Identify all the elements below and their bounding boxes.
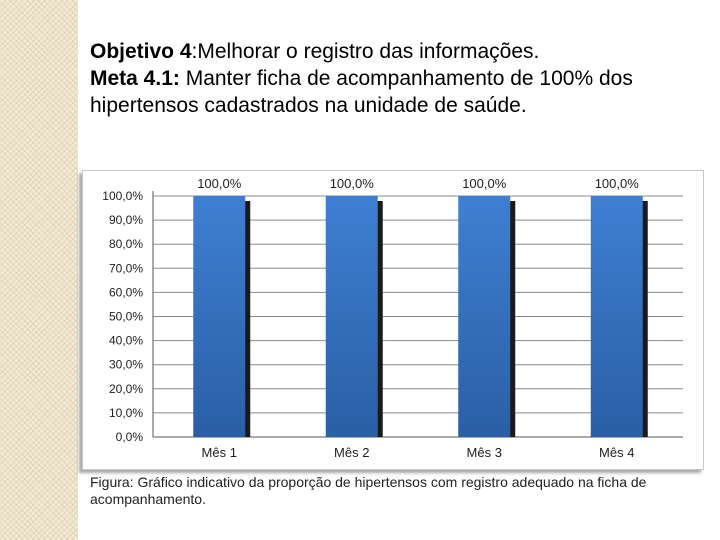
figure-caption: Figura: Gráfico indicativo da proporção …: [90, 474, 647, 507]
y-tick-label: 0,0%: [116, 430, 144, 444]
y-tick-label: 80,0%: [109, 237, 143, 251]
y-tick-label: 20,0%: [109, 382, 143, 396]
y-tick-label: 70,0%: [109, 261, 143, 275]
y-tick-label: 60,0%: [109, 285, 143, 299]
decorative-side-strip: [0, 0, 78, 540]
data-label: 100,0%: [462, 176, 507, 191]
x-tick-label: Mês 1: [202, 445, 237, 460]
x-tick-label: Mês 2: [334, 445, 369, 460]
chart-frame: 0,0% 10,0% 20,0% 30,0% 40,0% 50,0% 60,0% 70,0% 8…: [82, 170, 704, 470]
data-label: 100,0%: [595, 176, 640, 191]
bar: [590, 196, 643, 437]
goal-label: Meta 4.1:: [90, 67, 180, 90]
data-label: 100,0%: [330, 176, 375, 191]
x-tick-label: Mês 4: [599, 445, 634, 460]
y-tick-label: 10,0%: [109, 406, 143, 420]
data-label: 100,0%: [197, 176, 242, 191]
bar: [325, 196, 378, 437]
bar: [193, 196, 246, 437]
objective-text: :Melhorar o registro das informações.: [191, 40, 540, 63]
y-tick-label: 30,0%: [109, 358, 143, 372]
y-tick-label: 40,0%: [109, 334, 143, 348]
bar: [458, 196, 511, 437]
y-tick-label: 50,0%: [109, 310, 143, 324]
y-tick-label: 100,0%: [102, 189, 143, 203]
objective-line: Objetivo 4:Melhorar o registro das infor…: [90, 38, 715, 65]
y-tick-label: 90,0%: [109, 213, 143, 227]
goal-line: Meta 4.1: Manter ficha de acompanhamento…: [90, 65, 715, 119]
x-tick-label: Mês 3: [467, 445, 502, 460]
objective-label: Objetivo 4: [90, 40, 192, 63]
goal-text: Manter ficha de acompanhamento de 100% d…: [90, 67, 633, 117]
bar-chart: 0,0% 10,0% 20,0% 30,0% 40,0% 50,0% 60,0% 70,0% 8…: [102, 176, 683, 460]
slide-text: Objetivo 4:Melhorar o registro das infor…: [90, 38, 715, 119]
